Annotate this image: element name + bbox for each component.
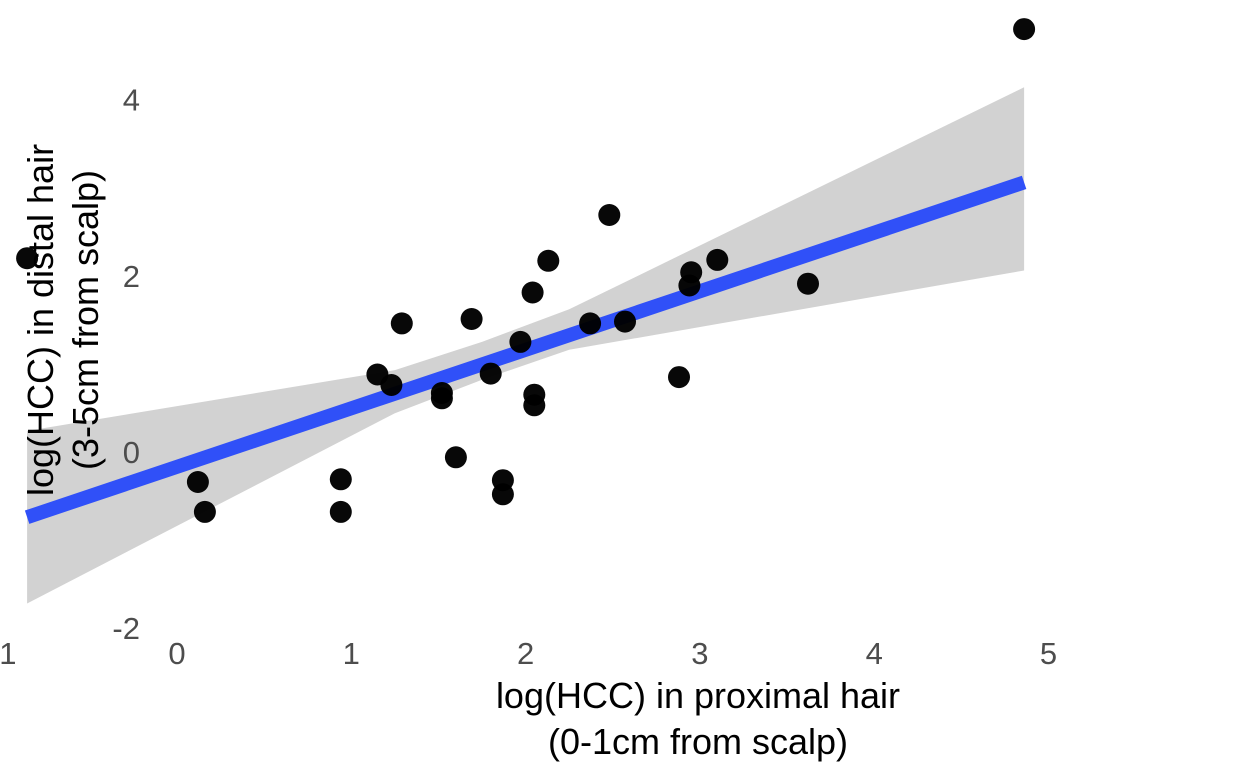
y-axis-title-line-1: log(HCC) in distal hair [20,144,61,496]
data-point [1013,18,1036,41]
data-point [16,247,39,270]
y-axis-title-line-2: (3-5cm from scalp) [65,170,106,470]
data-point [797,272,819,295]
x-axis-title-line-2: (0-1cm from scalp) [548,721,848,762]
data-points-layer [16,18,1036,523]
y-tick-label: 2 [123,259,140,294]
data-point [329,468,352,491]
data-point [390,312,413,335]
x-tick-label: 0 [168,636,185,671]
data-point [329,500,352,523]
y-tick-label: 0 [123,435,140,470]
x-axis-tick-labels: -1 0 1 2 3 4 5 [0,636,1057,671]
data-point [491,483,514,506]
data-point [430,387,453,410]
data-point [680,261,703,284]
data-point [380,374,403,396]
data-point [537,249,560,272]
x-tick-label: 1 [343,636,360,671]
data-point [668,366,690,389]
data-point [706,248,729,271]
y-axis-tick-labels: -2 0 2 4 [112,83,140,647]
data-point [479,362,502,385]
y-tick-label: -2 [112,611,140,646]
x-tick-label: -1 [0,636,16,671]
x-tick-label: 3 [691,636,708,671]
data-point [444,446,467,469]
y-tick-label: 4 [123,83,140,118]
data-point [460,308,483,330]
data-point [509,330,532,353]
data-point [579,312,602,335]
data-point [521,281,544,304]
x-axis-title-line-1: log(HCC) in proximal hair [496,675,900,716]
data-point [614,310,636,333]
data-point [193,500,216,523]
data-point [186,471,209,493]
x-tick-label: 5 [1040,636,1057,671]
x-tick-label: 2 [517,636,534,671]
x-tick-label: 4 [866,636,883,671]
data-point [523,394,546,417]
data-point [598,204,621,226]
